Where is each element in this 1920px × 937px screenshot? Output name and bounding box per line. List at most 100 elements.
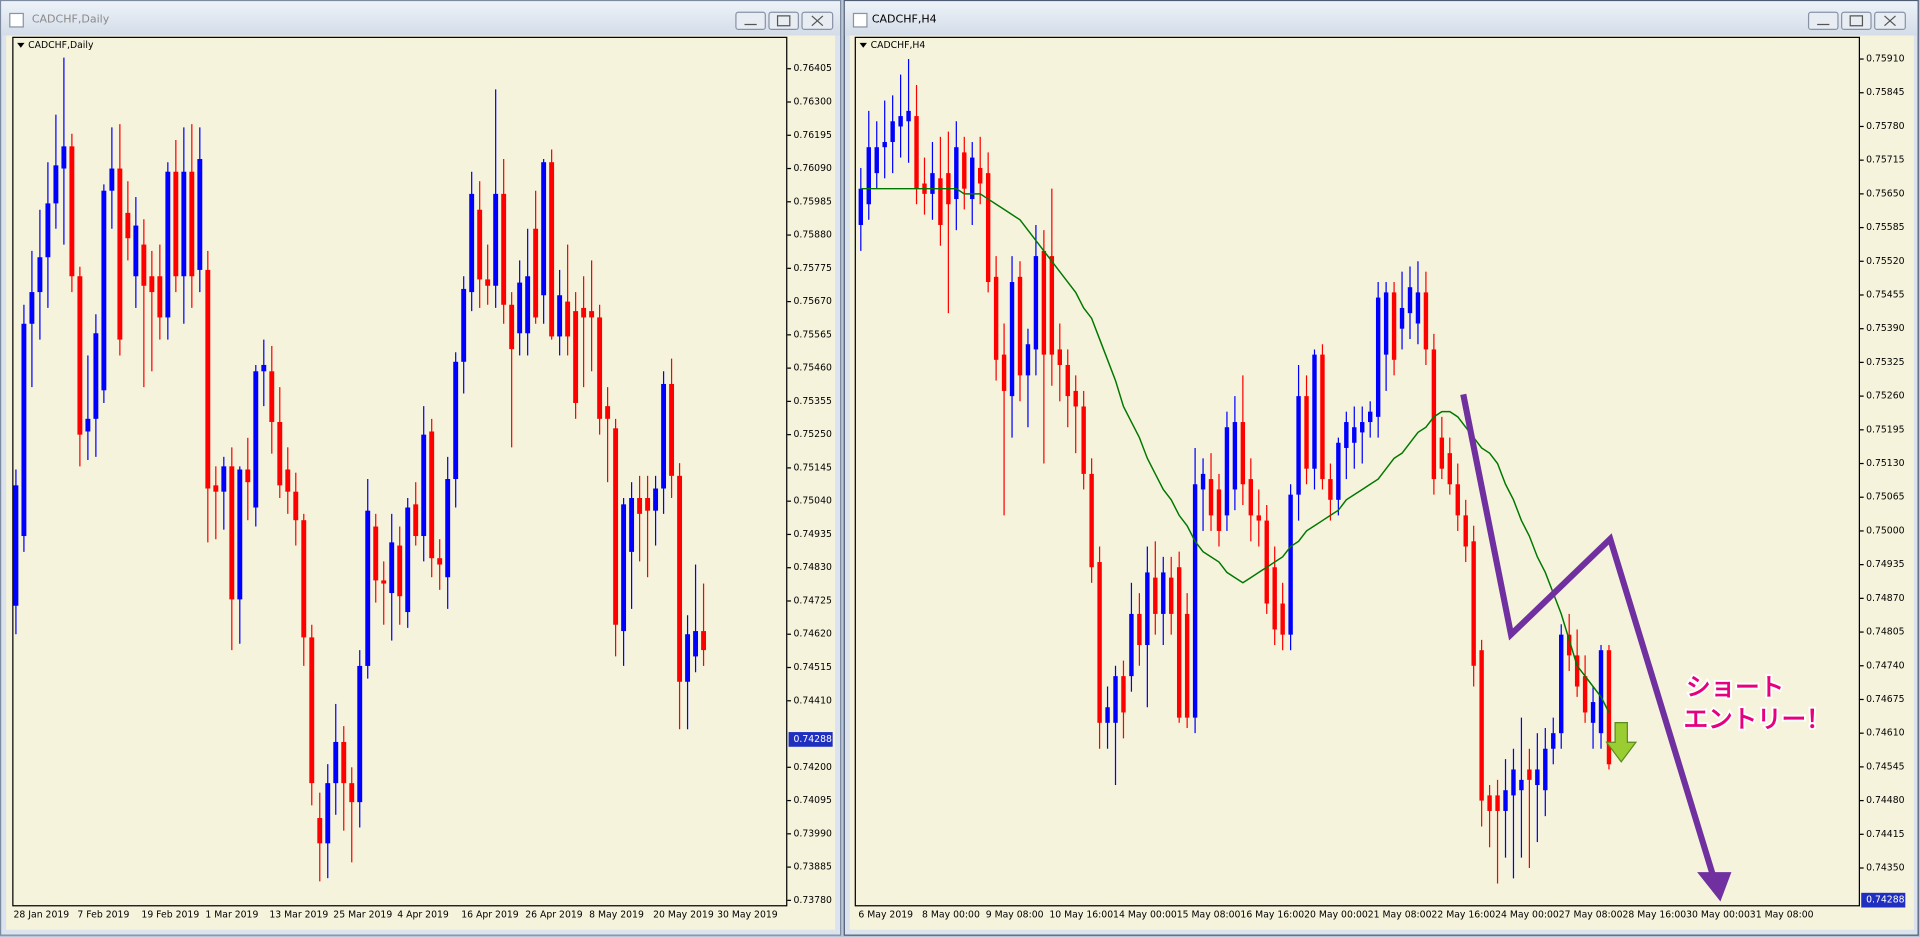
candle-body — [1368, 411, 1373, 423]
candle-body — [1519, 779, 1524, 791]
y-tick-label: 0.75250 — [793, 429, 832, 440]
candle-body — [213, 485, 219, 492]
y-tick-label: 0.75040 — [793, 496, 832, 507]
candle-body — [301, 520, 307, 638]
chart-area — [6, 35, 836, 930]
candle-body — [341, 741, 347, 784]
candle-body — [373, 526, 379, 581]
x-tick-label: 26 Apr 2019 — [525, 909, 583, 920]
candle-body — [1121, 676, 1126, 713]
candle-body — [93, 333, 99, 419]
candle-body — [429, 431, 435, 559]
y-tick-label: 0.75780 — [1866, 121, 1905, 132]
y-tick-label: 0.76405 — [793, 63, 832, 74]
candle-body — [898, 116, 903, 127]
minimize-button[interactable] — [735, 11, 766, 31]
x-tick-label: 9 May 08:00 — [986, 909, 1044, 920]
candle-body — [317, 817, 323, 844]
price-label: 0.74288 — [793, 734, 832, 745]
candle-body — [1240, 422, 1246, 485]
y-tick-label: 0.75260 — [1866, 391, 1905, 402]
chart-label: CADCHF,H4 — [871, 40, 926, 51]
minimize-button[interactable] — [1807, 11, 1839, 31]
y-tick-label: 0.75455 — [1866, 289, 1905, 300]
candle-body — [1264, 520, 1269, 604]
annotation: エントリー！ — [1684, 705, 1831, 734]
candle-body — [1009, 282, 1015, 397]
x-tick-label: 31 May 08:00 — [1750, 909, 1814, 920]
candle-body — [165, 171, 171, 318]
candle-body — [1559, 634, 1564, 734]
menu-triangle[interactable] — [859, 42, 867, 48]
y-tick-label: 0.75650 — [1866, 188, 1905, 199]
candle-body — [938, 178, 943, 225]
candle-body — [906, 110, 911, 122]
menu-triangle[interactable] — [17, 42, 25, 48]
y-tick-label: 0.75065 — [1866, 492, 1905, 503]
y-tick-label: 0.74870 — [1866, 593, 1905, 604]
maximize-button[interactable] — [768, 11, 799, 31]
x-tick-label: 27 May 08:00 — [1559, 909, 1623, 920]
candle-body — [405, 507, 411, 613]
candle-body — [85, 418, 91, 432]
price-label-box — [1861, 892, 1906, 908]
x-tick-label: 10 May 16:00 — [1049, 909, 1113, 920]
candle-body — [205, 269, 211, 489]
maximize-button[interactable] — [1841, 11, 1872, 31]
y-tick-label: 0.74725 — [793, 595, 832, 606]
y-tick-label: 0.74410 — [793, 695, 832, 706]
candle-body — [365, 510, 371, 666]
candle-body — [1161, 572, 1166, 614]
candle-body — [1423, 292, 1429, 350]
price-label: 0.74288 — [1866, 895, 1905, 906]
candle-body — [985, 173, 991, 283]
x-tick-label: 30 May 2019 — [717, 909, 778, 920]
candle-body — [1383, 292, 1389, 355]
y-tick-label: 0.75670 — [793, 296, 832, 307]
candle-body — [517, 282, 523, 334]
candle-body — [1407, 287, 1413, 314]
candle-body — [221, 466, 227, 492]
moving-average — [860, 187, 1610, 713]
plot-frame — [12, 36, 788, 907]
candle-body — [549, 162, 555, 337]
candle-body — [461, 288, 467, 362]
candle-body — [1192, 484, 1198, 718]
x-tick-label: 22 May 16:00 — [1431, 909, 1495, 920]
x-tick-label: 8 May 00:00 — [922, 909, 980, 920]
candle-body — [101, 190, 107, 391]
y-tick-label: 0.74740 — [1866, 660, 1905, 671]
candle-body — [285, 469, 291, 492]
y-tick-label: 0.74095 — [793, 795, 832, 806]
x-tick-label: 20 May 00:00 — [1304, 909, 1368, 920]
title-bar[interactable] — [844, 1, 1918, 36]
candle-body — [229, 466, 235, 600]
y-tick-label: 0.75325 — [1866, 357, 1905, 368]
candle-body — [1232, 422, 1238, 490]
candle-body — [1145, 572, 1150, 646]
candle-body — [565, 301, 571, 337]
title-bar[interactable] — [1, 1, 841, 36]
candle-body — [930, 173, 935, 194]
window-title: CADCHF,H4 — [872, 13, 937, 26]
candle-body — [637, 498, 643, 514]
y-tick-label: 0.74830 — [793, 562, 832, 573]
candle-body — [1280, 603, 1285, 635]
candle-body — [653, 488, 659, 511]
candle-body — [453, 361, 459, 480]
y-tick-label: 0.73990 — [793, 828, 832, 839]
candle-body — [1415, 292, 1421, 324]
candle-body — [389, 542, 395, 594]
candle-body — [253, 371, 259, 508]
candle-body — [914, 116, 919, 189]
chart-label: CADCHF,Daily — [28, 40, 94, 51]
candle-body — [1320, 354, 1325, 480]
candle-body — [117, 168, 123, 340]
candle-body — [501, 193, 507, 305]
candle-body — [189, 171, 195, 277]
y-tick-label: 0.74935 — [793, 529, 832, 540]
candle-body — [993, 276, 999, 360]
candle-body — [1216, 489, 1222, 531]
candle-body — [613, 428, 619, 625]
